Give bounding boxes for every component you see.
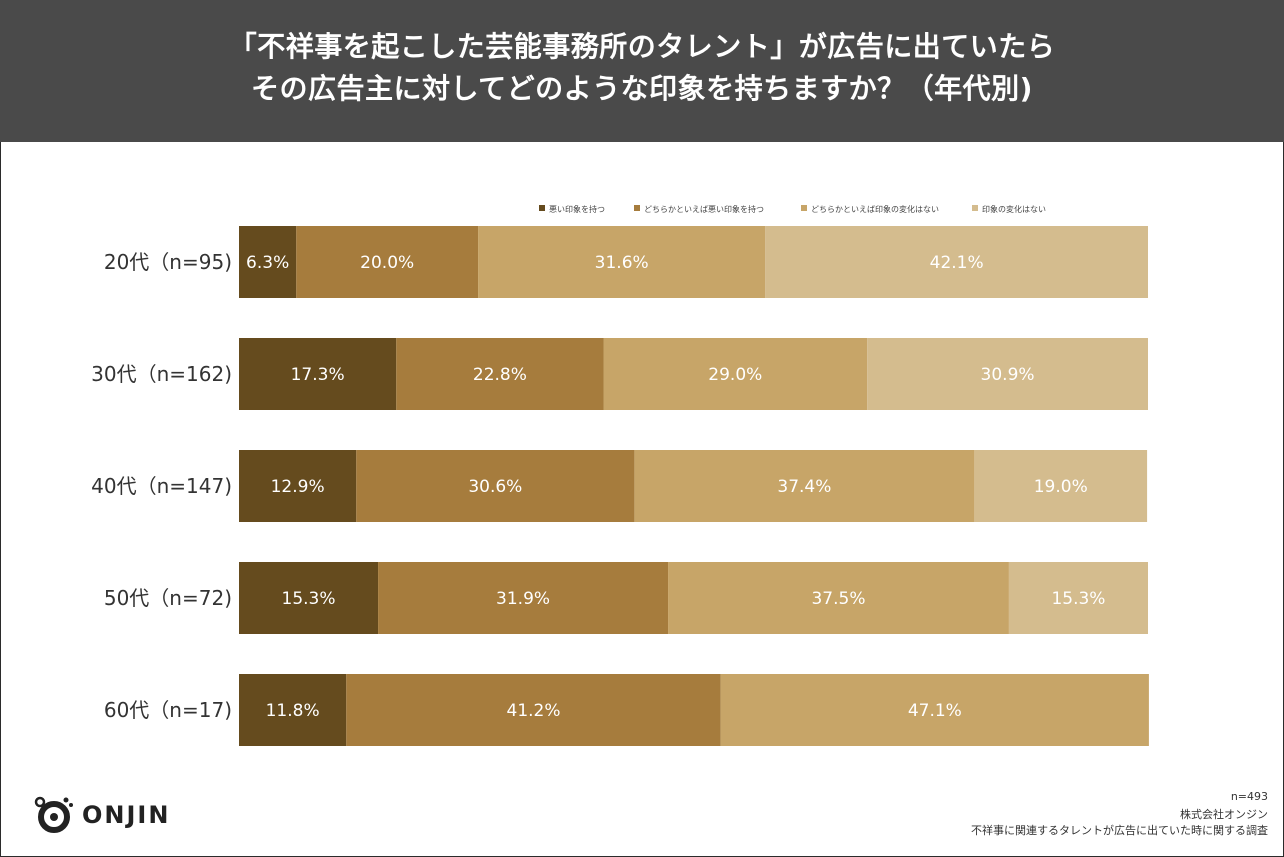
bar-segment [378,562,669,634]
bar-value-label: 31.9% [496,589,550,609]
legend-swatch [539,205,545,211]
bar-value-label: 6.3% [246,253,289,273]
bar-value-label: 11.8% [266,701,320,721]
bar-segment [239,226,297,298]
legend-item: どちらかといえば印象の変化はない [801,204,939,214]
survey-name: 不祥事に関連するタレントが広告に出ていた時に関する調査 [971,824,1268,837]
bar-segment [239,674,347,746]
onjin-logo: ONJIN [32,795,170,835]
category-label: 50代（n=72) [104,586,232,610]
onjin-logo-mark [34,796,73,833]
bar-segment [668,562,1009,634]
legend-label: どちらかといえば印象の変化はない [811,204,939,214]
title-line-1: 「不祥事を起こした芸能事務所のタレント」が広告に出ていたら [228,30,1056,63]
onjin-logo-text: ONJIN [82,801,171,829]
bar-segment [239,562,379,634]
bar-value-label: 30.9% [981,365,1035,385]
legend-label: 印象の変化はない [982,204,1046,214]
bar-value-label: 15.3% [1051,589,1105,609]
bar-value-label: 42.1% [930,253,984,273]
bar-segment [720,674,1149,746]
bar-value-label: 37.4% [777,477,831,497]
bar-value-label: 19.0% [1034,477,1088,497]
bar-value-label: 12.9% [271,477,325,497]
bar-value-label: 47.1% [908,701,962,721]
bar-segment [239,338,397,410]
bar-segment [356,450,635,522]
bar-value-label: 17.3% [291,365,345,385]
sample-size-note: n=493 [1230,790,1268,803]
bar-value-label: 22.8% [473,365,527,385]
bar-segment [765,226,1148,298]
legend-swatch [801,205,807,211]
bar-value-label: 41.2% [507,701,561,721]
category-label: 20代（n=95) [104,250,232,274]
bar-value-label: 31.6% [595,253,649,273]
title-line-2: その広告主に対してどのような印象を持ちますか？（年代別) [251,72,1033,105]
title-banner: 「不祥事を起こした芸能事務所のタレント」が広告に出ていたら その広告主に対してど… [0,0,1284,142]
bar-value-label: 29.0% [708,365,762,385]
legend-swatch [634,205,640,211]
bar-segment [867,338,1148,410]
stacked-bar-chart: 悪い印象を持つ どちらかといえば悪い印象を持つ どちらかといえば印象の変化はない 印象… [91,204,1149,746]
category-label: 40代（n=147) [91,474,232,498]
legend-label: 悪い印象を持つ [549,204,605,214]
bar-segment [396,338,604,410]
legend-item: 悪い印象を持つ [539,204,605,214]
company-name: 株式会社オンジン [1180,808,1268,821]
bar-segment [478,226,766,298]
category-label: 60代（n=17) [104,698,232,722]
bar-segment [603,338,868,410]
bar-value-label: 15.3% [282,589,336,609]
bar-segment [1008,562,1148,634]
bar-segment [239,450,357,522]
legend-swatch [972,205,978,211]
bar-segment [296,226,479,298]
legend-item: 印象の変化はない [972,204,1046,214]
bar-value-label: 30.6% [468,477,522,497]
category-label: 30代（n=162) [91,362,232,386]
bar-segment [634,450,975,522]
bar-segment [974,450,1148,522]
bar-segment [346,674,721,746]
bar-value-label: 37.5% [811,589,865,609]
legend-item: どちらかといえば悪い印象を持つ [634,204,764,214]
legend-label: どちらかといえば悪い印象を持つ [644,204,764,214]
bar-value-label: 20.0% [360,253,414,273]
